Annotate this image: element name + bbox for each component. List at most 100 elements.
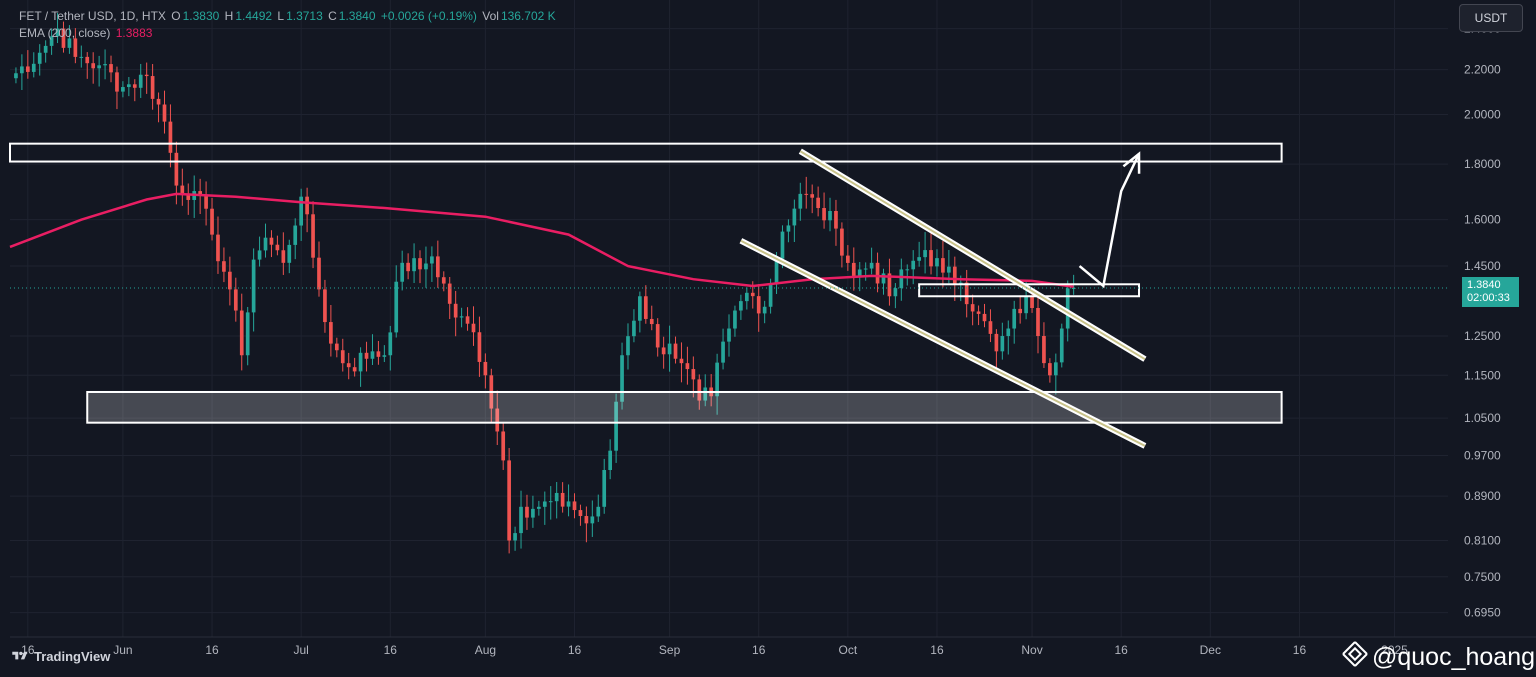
candle	[739, 294, 743, 320]
candle	[1000, 322, 1005, 360]
candle	[988, 309, 993, 343]
low-value: 1.3713	[286, 9, 323, 23]
candle-body	[750, 292, 755, 297]
candle	[388, 325, 393, 371]
candle	[412, 243, 416, 283]
candle	[673, 336, 678, 364]
candle-body	[1018, 308, 1023, 314]
candle	[1048, 358, 1052, 383]
change-value: +0.0026 (+0.19%)	[380, 9, 477, 23]
candle	[323, 279, 327, 333]
candle-body	[614, 401, 618, 451]
candle-body	[685, 363, 690, 370]
time-tick-label: Oct	[839, 643, 858, 657]
candle-body	[917, 257, 921, 261]
candle-body	[1042, 336, 1046, 364]
candle-body	[744, 292, 749, 302]
candle	[935, 249, 939, 277]
candle	[263, 223, 268, 258]
candle	[1053, 353, 1058, 395]
candle	[245, 306, 250, 366]
candle	[103, 49, 107, 80]
candle-body	[703, 387, 708, 401]
time-tick-label: Sep	[659, 643, 681, 657]
candle	[204, 181, 208, 226]
candle-body	[590, 516, 595, 524]
candle	[91, 52, 96, 84]
candle-body	[394, 281, 399, 333]
candle	[441, 271, 446, 292]
candle-body	[138, 74, 143, 88]
time-tick-label: 16	[752, 643, 766, 657]
candle-body	[418, 258, 422, 270]
candle	[400, 250, 405, 291]
tradingview-logo[interactable]: TradingView	[12, 649, 110, 664]
candle	[899, 258, 904, 301]
candle	[816, 186, 820, 217]
candle	[287, 239, 292, 274]
ohlc-row: FET / Tether USD, 1D, HTX O 1.3830 H 1.449…	[19, 8, 558, 25]
candle-body	[715, 362, 719, 397]
candle-body	[643, 296, 648, 319]
ema-row[interactable]: EMA (200, close) 1.3883	[19, 25, 558, 42]
candle-body	[245, 312, 250, 356]
resistance-zone	[9, 142, 1283, 163]
close-value: 1.3840	[338, 9, 376, 23]
candle-body	[299, 196, 304, 226]
grid-lines	[10, 0, 1448, 637]
candle	[435, 240, 440, 288]
bar-countdown: 02:00:33	[1467, 292, 1510, 304]
candle-body	[531, 508, 535, 518]
candle	[67, 25, 72, 54]
candle-body	[293, 225, 298, 245]
candle	[1042, 322, 1046, 368]
candle	[340, 338, 345, 372]
candle-body	[762, 306, 767, 314]
candle	[560, 482, 565, 513]
candle-body	[667, 343, 672, 355]
candle	[1036, 292, 1040, 354]
candle	[311, 201, 315, 269]
time-tick-label: 16	[930, 643, 944, 657]
candle	[994, 329, 999, 371]
price-tick-label: 1.4500	[1464, 259, 1501, 273]
candle	[566, 484, 571, 517]
candle	[572, 493, 577, 519]
candle	[970, 294, 975, 326]
candle	[578, 504, 583, 526]
candle-body	[127, 84, 131, 88]
candle	[733, 305, 737, 337]
candle	[424, 246, 428, 288]
ema-label: EMA (200, close)	[19, 26, 111, 40]
candle-body	[952, 266, 957, 285]
candle-body	[287, 244, 292, 263]
watermark-text: @quoc_hoang	[1372, 643, 1536, 671]
candle-body	[115, 72, 119, 92]
candle	[394, 265, 399, 338]
currency-button[interactable]: USDT	[1459, 4, 1523, 32]
candle-body	[204, 194, 208, 209]
candle	[210, 197, 214, 241]
candle	[893, 283, 898, 309]
candle-body	[554, 492, 559, 502]
candle	[168, 104, 173, 168]
candle-body	[168, 121, 173, 153]
time-tick-label: 16	[384, 643, 398, 657]
candle	[875, 252, 880, 293]
candle	[73, 28, 78, 64]
candle	[228, 256, 232, 306]
candle	[881, 268, 886, 295]
price-tick-label: 1.6000	[1464, 213, 1501, 227]
candle-body	[626, 336, 630, 356]
candle-body	[55, 28, 60, 37]
candle-body	[863, 268, 868, 270]
candle	[31, 52, 36, 78]
candle	[115, 66, 119, 110]
symbol-title[interactable]: FET / Tether USD, 1D, HTX	[19, 9, 166, 23]
candle-body	[596, 506, 601, 517]
chart-legend: FET / Tether USD, 1D, HTX O 1.3830 H 1.449…	[19, 8, 558, 42]
candle-body	[25, 66, 30, 72]
channel-upper-line-inner	[799, 150, 1146, 361]
